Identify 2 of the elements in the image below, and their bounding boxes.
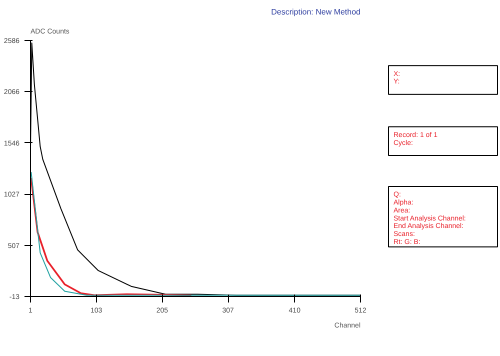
chart-title: Description: New Method <box>271 8 361 16</box>
line-series <box>30 177 192 296</box>
